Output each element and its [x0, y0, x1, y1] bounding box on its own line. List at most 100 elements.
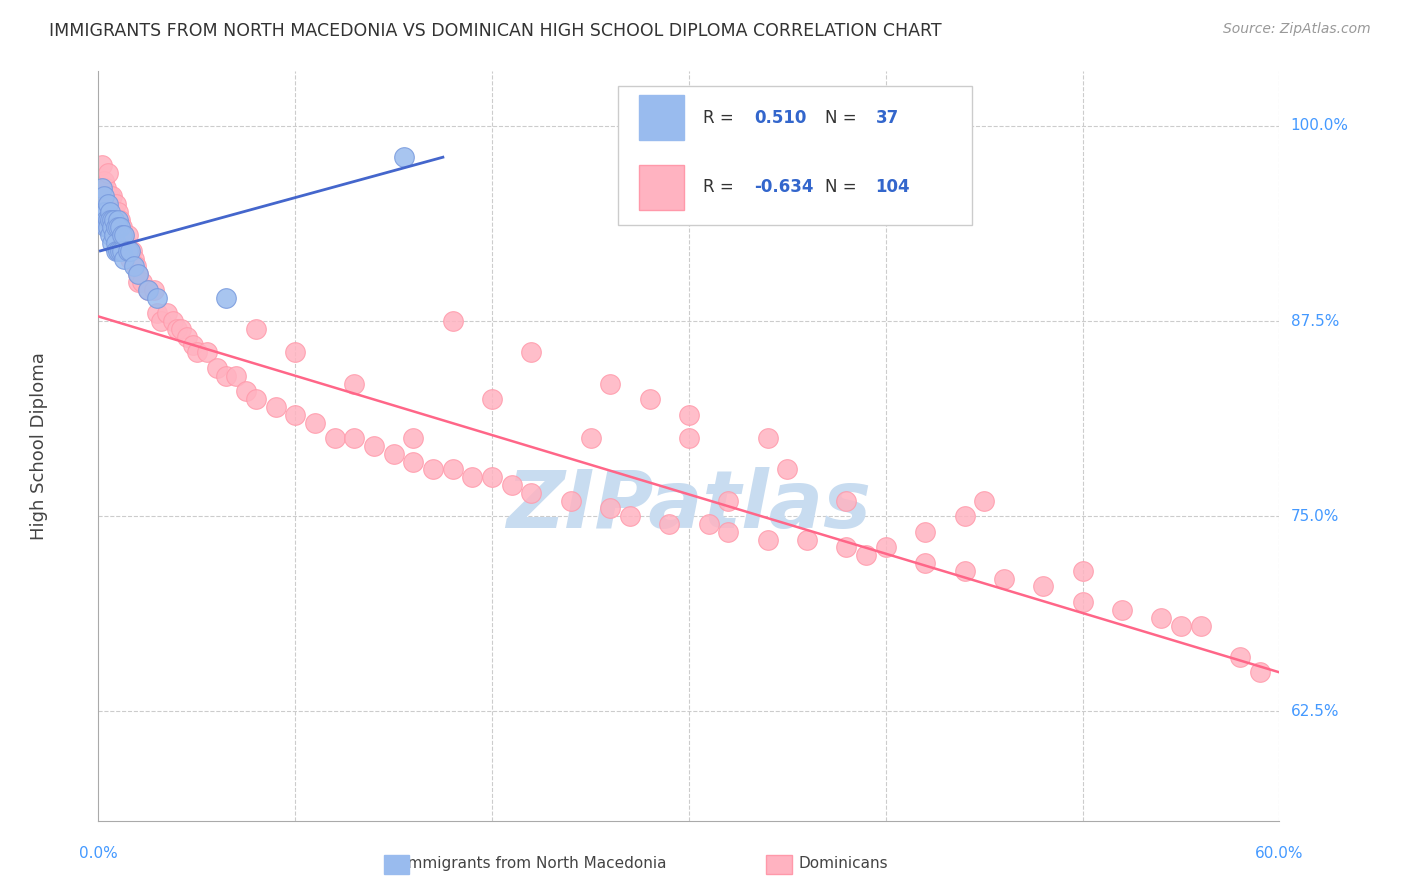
- Point: [107, 244, 129, 258]
- Point: [599, 501, 621, 516]
- Point: [363, 439, 385, 453]
- Point: [162, 314, 184, 328]
- Point: [105, 244, 128, 258]
- Point: [579, 431, 602, 445]
- Point: [97, 212, 120, 227]
- Point: [111, 220, 134, 235]
- Point: [112, 252, 135, 266]
- Point: [501, 478, 523, 492]
- Point: [235, 384, 257, 399]
- Text: R =: R =: [703, 109, 740, 127]
- Point: [1229, 649, 1251, 664]
- Text: 0.510: 0.510: [754, 109, 806, 127]
- Point: [658, 516, 681, 531]
- Point: [107, 204, 129, 219]
- Point: [186, 345, 208, 359]
- Point: [402, 431, 425, 445]
- Point: [107, 212, 129, 227]
- Point: [170, 322, 193, 336]
- Point: [118, 244, 141, 258]
- Text: High School Diploma: High School Diploma: [31, 352, 48, 540]
- Point: [441, 314, 464, 328]
- Point: [117, 244, 139, 258]
- Text: 0.0%: 0.0%: [79, 846, 118, 861]
- Point: [392, 150, 415, 164]
- Text: 75.0%: 75.0%: [1291, 508, 1339, 524]
- Point: [96, 181, 118, 195]
- Point: [118, 252, 141, 266]
- Point: [103, 228, 125, 243]
- Point: [205, 360, 228, 375]
- Point: [284, 408, 307, 422]
- Text: ZIPatlas: ZIPatlas: [506, 467, 872, 545]
- Point: [98, 228, 121, 243]
- Point: [304, 416, 326, 430]
- Point: [560, 493, 582, 508]
- Point: [93, 189, 115, 203]
- Point: [105, 197, 128, 211]
- Point: [108, 244, 131, 258]
- Point: [117, 228, 139, 243]
- Point: [108, 220, 131, 235]
- Point: [136, 283, 159, 297]
- Point: [796, 533, 818, 547]
- Point: [93, 204, 115, 219]
- Point: [181, 337, 204, 351]
- Point: [195, 345, 218, 359]
- Point: [284, 345, 307, 359]
- Point: [953, 564, 976, 578]
- Point: [756, 431, 779, 445]
- Point: [1071, 595, 1094, 609]
- Point: [776, 462, 799, 476]
- Point: [1032, 579, 1054, 593]
- Point: [125, 260, 148, 274]
- Point: [176, 329, 198, 343]
- Point: [835, 493, 858, 508]
- Point: [101, 212, 124, 227]
- Point: [835, 541, 858, 555]
- Point: [1249, 665, 1271, 680]
- Point: [953, 509, 976, 524]
- FancyBboxPatch shape: [640, 165, 685, 210]
- Point: [98, 204, 121, 219]
- Point: [441, 462, 464, 476]
- Point: [96, 204, 118, 219]
- Text: R =: R =: [703, 178, 740, 196]
- Point: [127, 275, 149, 289]
- Point: [264, 400, 287, 414]
- Point: [105, 235, 128, 250]
- Point: [973, 493, 995, 508]
- Point: [1111, 603, 1133, 617]
- Point: [678, 431, 700, 445]
- Point: [98, 212, 121, 227]
- Point: [146, 291, 169, 305]
- Point: [638, 392, 661, 407]
- Point: [382, 447, 405, 461]
- Point: [914, 556, 936, 570]
- Point: [136, 283, 159, 297]
- FancyBboxPatch shape: [640, 95, 685, 140]
- Point: [678, 408, 700, 422]
- Point: [107, 220, 129, 235]
- Point: [97, 166, 120, 180]
- Point: [121, 244, 143, 258]
- Point: [245, 392, 267, 407]
- Point: [1150, 610, 1173, 624]
- Text: N =: N =: [825, 109, 862, 127]
- Point: [122, 252, 145, 266]
- Point: [111, 244, 134, 258]
- Point: [127, 267, 149, 281]
- Point: [215, 291, 238, 305]
- Point: [112, 228, 135, 243]
- Point: [343, 431, 366, 445]
- Point: [146, 306, 169, 320]
- Point: [98, 189, 121, 203]
- Text: 37: 37: [876, 109, 898, 127]
- Point: [112, 228, 135, 243]
- Point: [619, 509, 641, 524]
- Text: Dominicans: Dominicans: [799, 856, 889, 871]
- Point: [599, 376, 621, 391]
- Text: 100.0%: 100.0%: [1291, 119, 1348, 134]
- Point: [481, 470, 503, 484]
- Point: [93, 173, 115, 187]
